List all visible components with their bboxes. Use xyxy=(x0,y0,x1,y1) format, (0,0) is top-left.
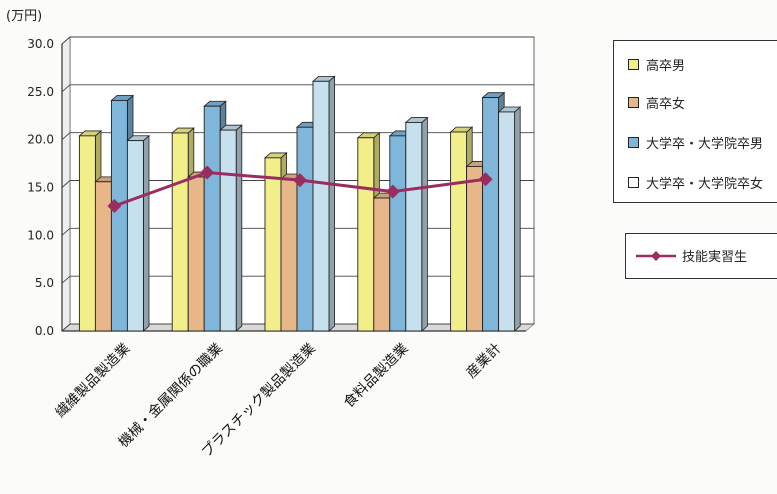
bar-side xyxy=(235,124,243,332)
bar-4 xyxy=(219,129,237,332)
y-tick-label: 10.0 xyxy=(27,228,54,242)
bar-3 xyxy=(389,135,407,332)
line-point xyxy=(107,199,122,214)
line-point xyxy=(200,165,215,180)
y-tick-label: 0.0 xyxy=(35,324,54,338)
y-tick-label: 25.0 xyxy=(27,85,54,99)
legend-item-3: 大学卒・大学院卒男 xyxy=(628,133,764,152)
bar-2 xyxy=(373,197,391,332)
y-tick-label: 5.0 xyxy=(35,276,54,290)
legend-swatch-2 xyxy=(628,96,639,108)
bar-side xyxy=(514,106,521,332)
x-tick-label: 産業計 xyxy=(463,341,504,382)
x-tick-label: 機械・金属関係の職業 xyxy=(116,341,226,451)
y-tick-label: 15.0 xyxy=(27,181,54,195)
legend-line-marker xyxy=(636,250,676,261)
legend-item-4: 大学卒・大学院卒女 xyxy=(628,173,764,192)
bar-side xyxy=(328,75,336,332)
bar-2 xyxy=(187,176,205,332)
legend-item-5: 技能実習生 xyxy=(636,246,747,265)
legend-label-5: 技能実習生 xyxy=(682,250,748,265)
gridline-diagonal xyxy=(61,275,71,284)
bar-4 xyxy=(126,140,144,332)
y-tick-label: 20.0 xyxy=(27,133,54,147)
bar-3 xyxy=(296,126,314,332)
gridline-diagonal xyxy=(61,323,71,332)
bar-legend: 高卒男 高卒女 大学卒・大学院卒男 大学卒・大学院卒女 xyxy=(613,40,777,203)
bar-2 xyxy=(94,181,112,332)
line-point xyxy=(478,172,493,187)
bar-1 xyxy=(78,135,96,332)
x-tick-label: 繊維製品製造業 xyxy=(53,341,134,422)
line-legend: 技能実習生 xyxy=(625,233,777,279)
bar-4 xyxy=(498,111,516,332)
bar-1 xyxy=(357,137,375,332)
legend-label-4: 大学卒・大学院卒女 xyxy=(646,176,764,192)
legend-label-1: 高卒男 xyxy=(646,58,686,74)
legend-label-3: 大学卒・大学院卒男 xyxy=(646,136,764,152)
bar-1 xyxy=(264,157,282,332)
y-unit-label: (万円) xyxy=(6,9,43,24)
bar-2 xyxy=(466,166,484,332)
bar-side xyxy=(421,116,428,332)
bar-3 xyxy=(482,97,500,332)
bar-3 xyxy=(110,99,128,332)
bar-side xyxy=(142,134,150,332)
legend-label-2: 高卒女 xyxy=(646,96,686,112)
gridline-diagonal xyxy=(61,36,71,45)
bar-1 xyxy=(171,132,189,332)
legend-swatch-4 xyxy=(628,176,639,188)
bar-3 xyxy=(203,105,221,332)
line-point xyxy=(293,173,307,188)
legend-item-2: 高卒女 xyxy=(628,93,686,112)
gridline-diagonal xyxy=(61,132,71,141)
bar-4 xyxy=(405,121,423,332)
bar-1 xyxy=(450,131,468,332)
legend-item-1: 高卒男 xyxy=(628,55,686,74)
bar-2 xyxy=(280,178,298,332)
legend-swatch-1 xyxy=(628,58,639,70)
gridline-diagonal xyxy=(61,84,71,93)
y-tick-label: 30.0 xyxy=(27,37,54,51)
x-tick-label: 食料品製造業 xyxy=(340,340,411,411)
legend-swatch-3 xyxy=(628,136,639,148)
gridline-diagonal xyxy=(61,180,71,188)
gridline-diagonal xyxy=(61,227,71,236)
line-point xyxy=(385,184,400,199)
bar-4 xyxy=(312,80,330,332)
